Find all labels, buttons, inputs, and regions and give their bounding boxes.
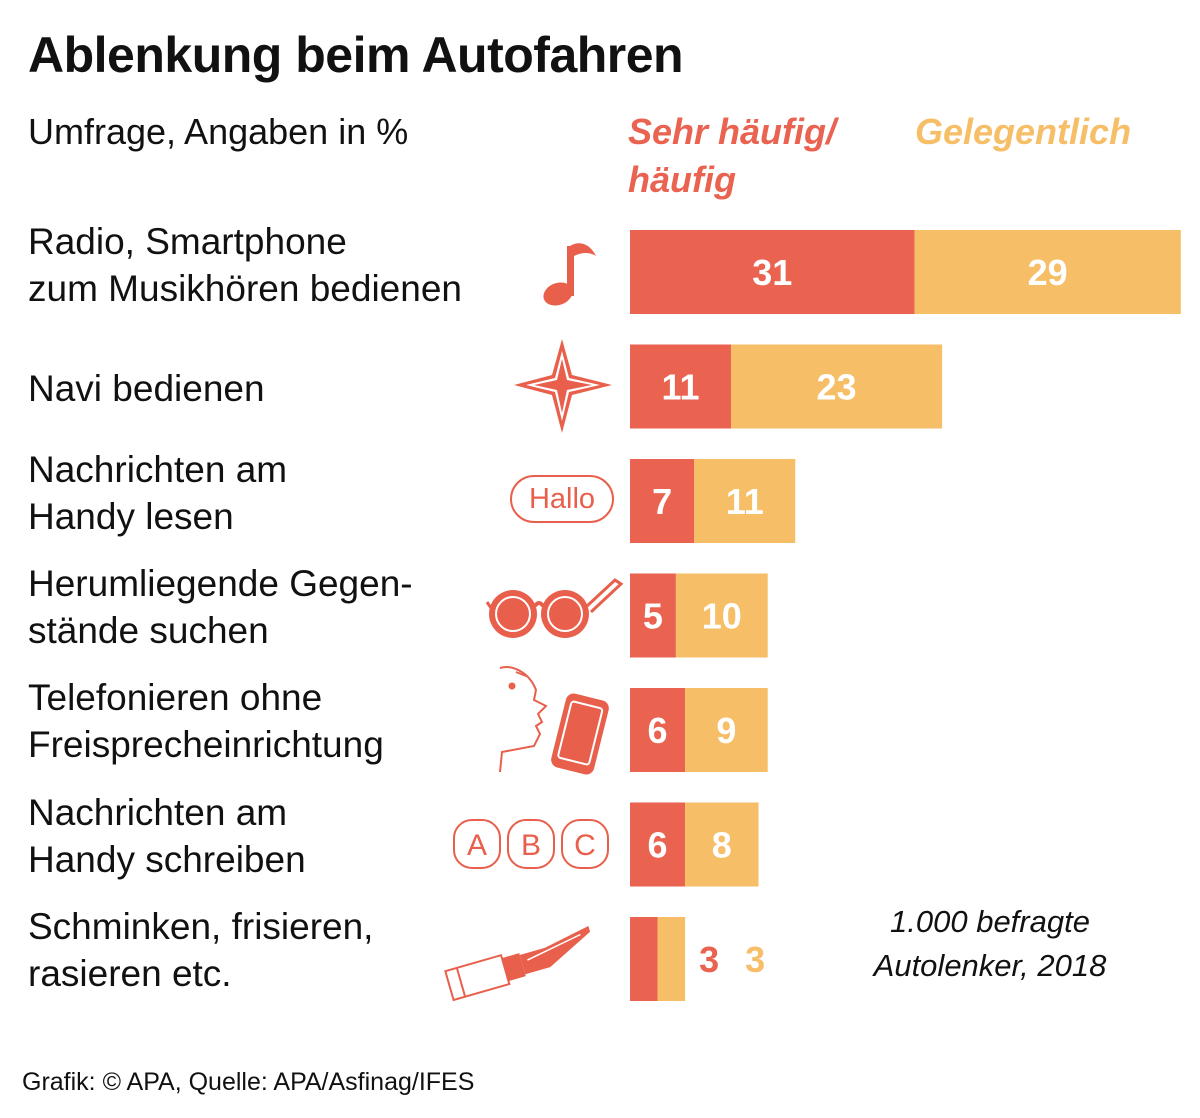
bar-frequent xyxy=(630,688,686,772)
chart-subtitle: Umfrage, Angaben in % xyxy=(28,111,409,152)
letter-a: A xyxy=(467,829,487,862)
data-label-occasional: 10 xyxy=(702,596,742,637)
source-credit: Grafik: © APA, Quelle: APA/Asfinag/IFES xyxy=(22,1068,475,1096)
legend-frequent-line-2: häufig xyxy=(628,159,736,200)
data-label-frequent: 7 xyxy=(652,481,672,522)
head-phone-icon xyxy=(499,666,609,775)
sunglasses-icon xyxy=(485,578,624,638)
category-label-messages-read: Nachrichten am Handy lesen xyxy=(28,449,288,537)
data-label-frequent: 6 xyxy=(648,710,668,751)
abc-letters-icon: A B C xyxy=(453,819,609,869)
bar-frequent xyxy=(630,230,915,314)
chart-title: Ablenkung beim Autofahren xyxy=(28,27,684,83)
data-label-frequent: 5 xyxy=(643,596,663,637)
data-label-occasional: 11 xyxy=(726,481,764,522)
category-label-radio: Radio, Smartphone zum Musikhören bediene… xyxy=(28,221,462,309)
bar-occasional xyxy=(685,688,768,772)
hallo-text: Hallo xyxy=(528,483,596,515)
data-label-frequent: 3 xyxy=(699,939,719,980)
legend-occasional: Gelegentlich xyxy=(915,108,1131,156)
sample-note: 1.000 befragte Autolenker, 2018 xyxy=(873,904,1107,983)
bar-frequent xyxy=(630,344,731,429)
compass-star-icon xyxy=(514,339,612,433)
category-label-makeup: Schminken, frisieren, rasieren etc. xyxy=(28,906,374,994)
data-label-occasional: 9 xyxy=(716,710,736,751)
bar-frequent xyxy=(630,917,658,1001)
legend-frequent-line-1: Sehr häufig/ xyxy=(628,111,837,152)
bar-occasional xyxy=(694,459,796,543)
category-label-messages-write: Nachrichten am Handy schreiben xyxy=(28,792,306,880)
data-label-occasional: 3 xyxy=(745,939,765,980)
data-label-frequent: 6 xyxy=(648,825,668,866)
legend-frequent: Sehr häufig/ häufig xyxy=(628,108,908,204)
data-label-frequent: 11 xyxy=(661,367,699,408)
bar-occasional xyxy=(657,917,686,1001)
bar-occasional xyxy=(685,802,759,887)
data-label-occasional: 23 xyxy=(817,367,857,408)
bar-occasional xyxy=(730,344,943,429)
legend-occasional-label: Gelegentlich xyxy=(915,111,1132,152)
bar-occasional xyxy=(675,573,768,658)
category-label-phone-call: Telefonieren ohne Freisprecheinrichtung xyxy=(28,677,384,765)
bar-frequent xyxy=(630,573,676,658)
bar-frequent xyxy=(630,802,686,887)
data-label-occasional: 29 xyxy=(1028,252,1068,293)
category-label-navi: Navi bedienen xyxy=(28,368,265,409)
category-label-search-objects: Herumliegende Gegen- stände suchen xyxy=(28,563,413,651)
music-note-icon xyxy=(543,243,596,306)
data-label-frequent: 31 xyxy=(752,252,792,293)
lipstick-icon xyxy=(444,925,591,1002)
bar-occasional xyxy=(914,230,1181,314)
letter-c: C xyxy=(574,829,596,862)
data-label-occasional: 8 xyxy=(712,825,732,866)
hallo-bubble-icon: Hallo xyxy=(510,475,614,523)
bar-frequent xyxy=(630,459,695,543)
letter-b: B xyxy=(521,829,541,862)
